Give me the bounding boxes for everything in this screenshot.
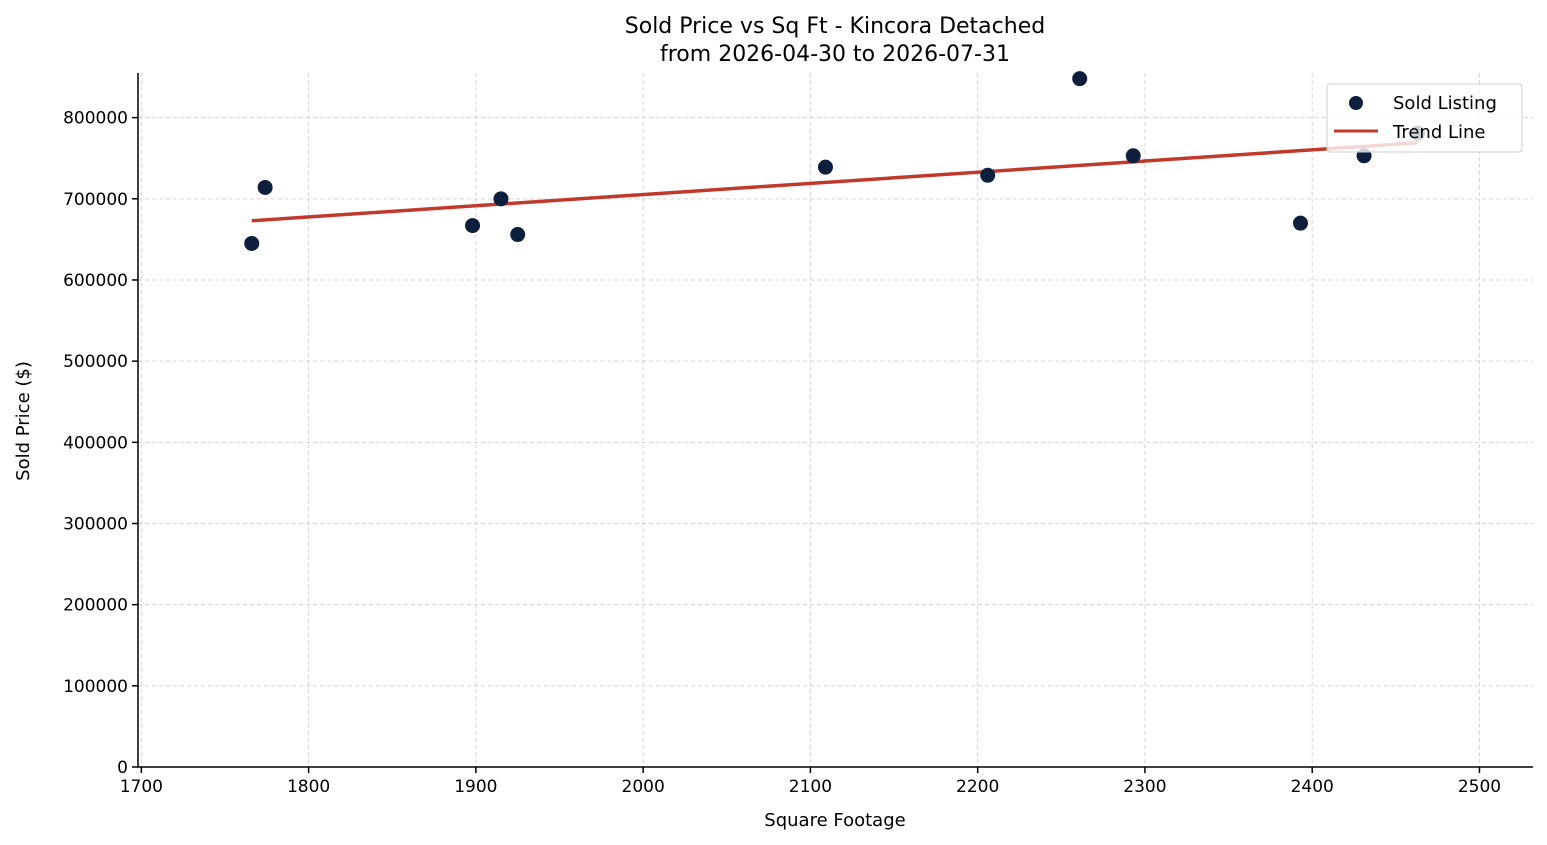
x-tick-label: 2400 [1291, 777, 1334, 797]
legend-label-sold-listing: Sold Listing [1393, 93, 1497, 114]
y-tick-label: 200000 [63, 596, 128, 616]
grid [138, 73, 1533, 768]
legend: Sold Listing Trend Line [1326, 83, 1523, 153]
x-tick-label: 2500 [1458, 777, 1501, 797]
y-tick-label: 600000 [63, 271, 128, 291]
x-tick-label: 1700 [120, 777, 163, 797]
y-tick-label: 0 [117, 758, 128, 778]
axis-ticks: 1700 1800 1900 2000 2100 2200 2300 2400 2500 0 100… [63, 109, 1501, 797]
x-tick-label: 1800 [287, 777, 330, 797]
y-tick-label: 100000 [63, 677, 128, 697]
legend-marker-sold-listing [1349, 96, 1363, 110]
data-point [493, 191, 509, 207]
trend-line [251, 141, 1418, 223]
data-point [980, 167, 996, 183]
data-point [244, 235, 260, 251]
y-tick-label: 700000 [63, 190, 128, 210]
y-tick-label: 500000 [63, 352, 128, 372]
chart-title: Sold Price vs Sq Ft - Kincora Detached [625, 14, 1045, 39]
scatter-points [244, 71, 1426, 251]
x-tick-label: 2000 [622, 777, 665, 797]
data-point [1125, 148, 1141, 164]
legend-label-trend-line: Trend Line [1392, 122, 1486, 143]
x-tick-label: 1900 [454, 777, 497, 797]
y-tick-label: 300000 [63, 514, 128, 534]
data-point [817, 159, 833, 175]
data-point [465, 218, 481, 234]
data-point [257, 179, 273, 195]
trend-line-series [251, 141, 1418, 223]
data-point [1072, 71, 1088, 87]
x-tick-label: 2300 [1123, 777, 1166, 797]
data-point [510, 227, 526, 243]
y-tick-label: 800000 [63, 109, 128, 129]
y-tick-label: 400000 [63, 433, 128, 453]
x-axis-label: Square Footage [764, 810, 905, 831]
data-point [1293, 215, 1308, 231]
legend-box [1326, 83, 1523, 153]
y-axis-label: Sold Price ($) [13, 361, 34, 481]
x-tick-label: 2200 [956, 777, 999, 797]
x-tick-label: 2100 [789, 777, 832, 797]
chart-subtitle: from 2026-04-30 to 2026-07-31 [660, 42, 1010, 67]
